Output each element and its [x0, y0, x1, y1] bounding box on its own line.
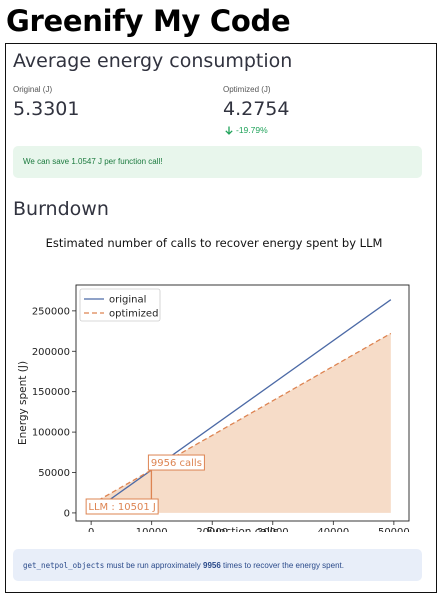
legend-original-label: original: [109, 295, 146, 306]
legend-optimized-label: optimized: [109, 309, 158, 320]
x-tick-label: 20000: [196, 527, 228, 532]
y-tick-label: 50000: [38, 468, 70, 479]
original-metric-value: 5.3301: [13, 98, 80, 120]
original-metric-label: Original (J): [13, 85, 53, 94]
y-tick-label: 0: [64, 508, 70, 519]
series-original-line: [90, 299, 392, 514]
x-tick-label: 0: [88, 527, 94, 532]
y-tick-label: 250000: [32, 306, 70, 317]
x-tick-label: 50000: [378, 527, 410, 532]
x-tick-label: 30000: [257, 527, 289, 532]
optimized-area-fill: [91, 333, 391, 513]
y-tick-label: 150000: [32, 387, 70, 398]
burndown-info-alert: get_netpol_objects must be run approxima…: [13, 549, 422, 581]
series-optimized-line: [90, 332, 392, 505]
arrow-down-icon: [225, 126, 233, 135]
energy-heading: Average energy consumption: [13, 50, 293, 72]
info-text-before: must be run approximately: [104, 561, 203, 570]
plot-frame: [75, 284, 410, 522]
savings-alert: We can save 1.0547 J per function call!: [13, 146, 422, 178]
annotation-llm-box: [85, 498, 159, 515]
x-tick-label: 40000: [317, 527, 349, 532]
optimized-metric-label: Optimized (J): [223, 85, 271, 94]
annotation-calls-box: [147, 454, 205, 471]
optimized-metric-value: 4.2754: [223, 98, 290, 120]
optimized-metric-delta: -19.79%: [225, 125, 268, 135]
x-axis-label: Function calls: [207, 526, 279, 532]
y-tick-label: 200000: [32, 347, 70, 358]
delta-value: -19.79%: [236, 125, 268, 135]
app-frame: Average energy consumption Original (J) …: [5, 43, 437, 593]
burndown-heading: Burndown: [13, 198, 109, 220]
info-calls: 9956: [203, 561, 221, 570]
annotation-llm-label: LLM : 10501 J: [88, 502, 155, 513]
y-tick-label: 100000: [32, 428, 70, 439]
page-title: Greenify My Code: [6, 4, 291, 38]
annotation-calls-label: 9956 calls: [151, 458, 202, 469]
burndown-chart: Estimated number of calls to recover ene…: [17, 236, 410, 532]
info-text-after: times to recover the energy spent.: [220, 561, 344, 570]
function-name: get_netpol_objects: [23, 561, 105, 570]
y-axis-label: Energy spent (J): [17, 361, 29, 445]
chart-title: Estimated number of calls to recover ene…: [46, 236, 383, 250]
x-tick-label: 10000: [136, 527, 168, 532]
